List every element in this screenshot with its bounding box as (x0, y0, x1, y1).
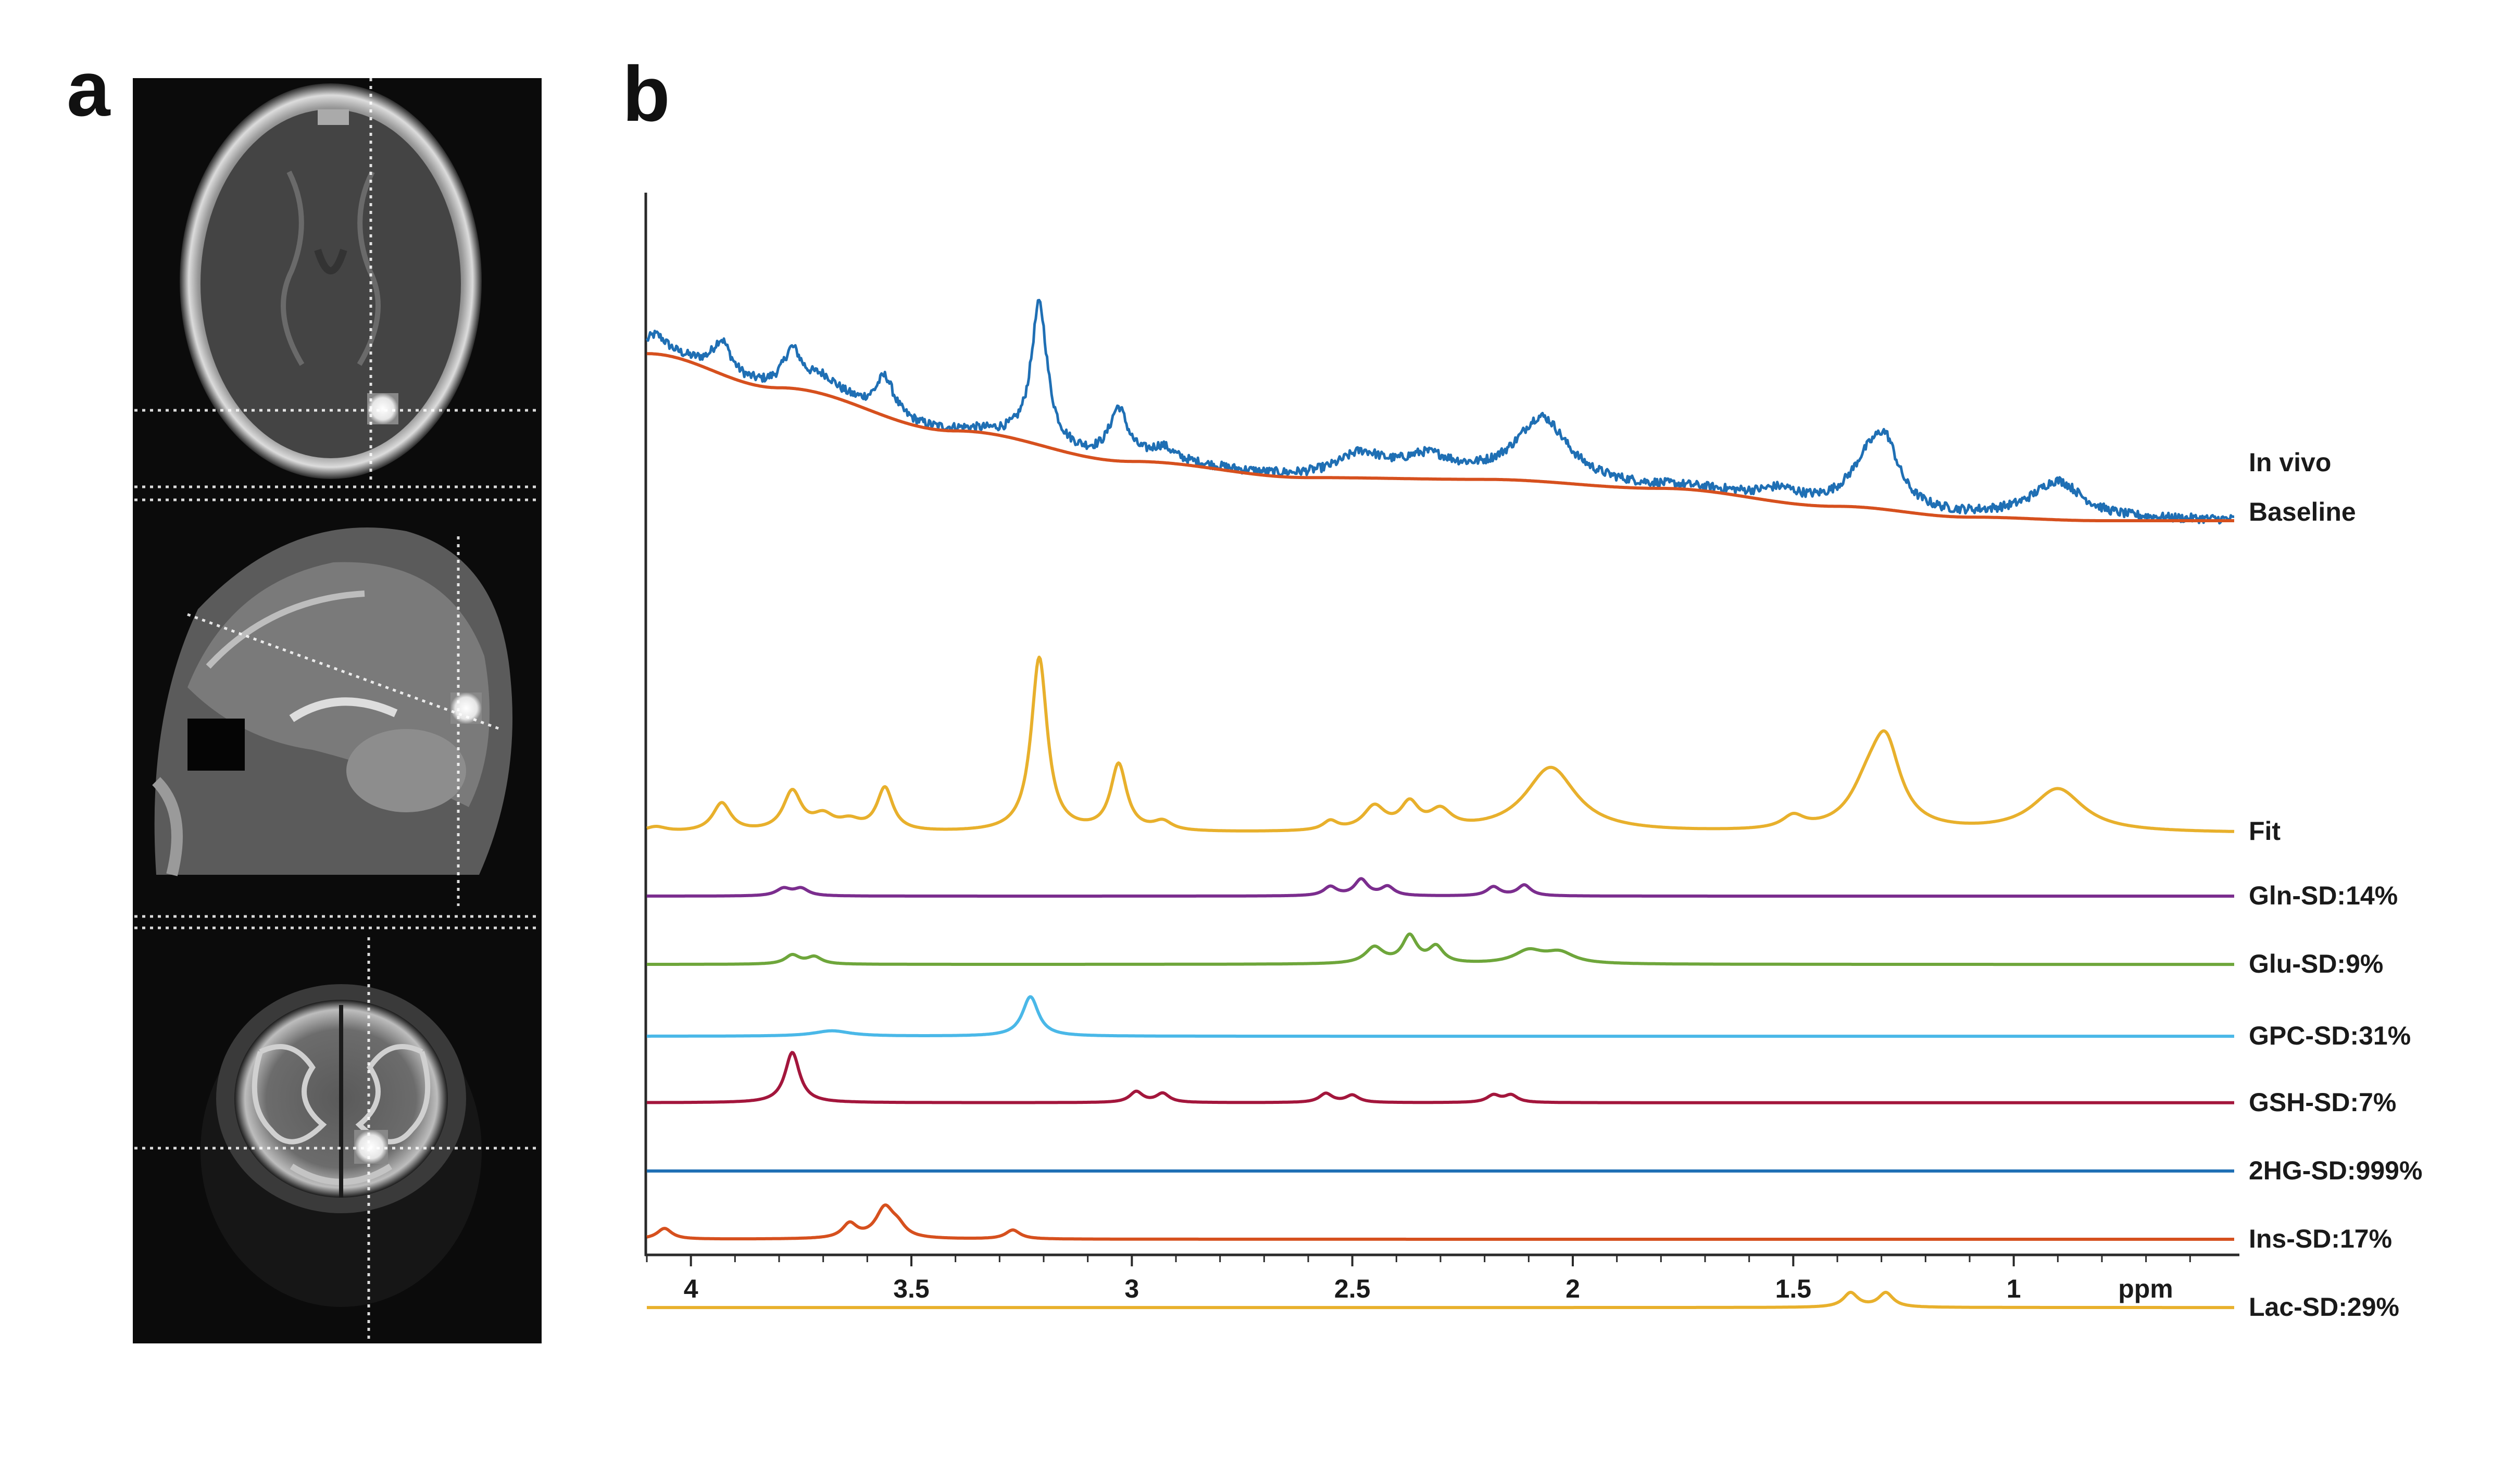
x-tick-label: 1.5 (1775, 1274, 1812, 1303)
series-labels: In vivo Baseline Fit Gln-SD:14% Glu-SD:9% GPC… (2249, 448, 2422, 1322)
x-tick-label: 1 (2007, 1274, 2021, 1303)
x-tick-label: 3.5 (893, 1274, 930, 1303)
panel-letter-a: a (67, 45, 111, 132)
series-line-in-vivo (645, 298, 2235, 525)
series-label: GPC-SD:31% (2249, 1021, 2411, 1050)
series-line-lac-sd-29- (646, 1290, 2235, 1310)
series-line-fit (646, 656, 2235, 833)
series-line-gln-sd-14- (646, 877, 2235, 898)
series-label: Fit (2249, 816, 2281, 846)
x-ticks: 4 3.5 3 2.5 2 1.5 1 (646, 1255, 2191, 1303)
series-line-gsh-sd-7- (646, 1051, 2235, 1104)
series-label: 2HG-SD:999% (2249, 1156, 2422, 1185)
spectrum-chart: 4 3.5 3 2.5 2 1.5 1 In vivo Baseline Fit Gln-SD:1… (644, 193, 2422, 1322)
series-line-ins-sd-17- (646, 1203, 2235, 1241)
x-tick-label: 2 (1565, 1274, 1580, 1303)
x-tick-label: 3 (1124, 1274, 1139, 1303)
mri-coronal-view (134, 937, 541, 1343)
series-label: In vivo (2249, 448, 2331, 477)
x-tick-label: 2.5 (1334, 1274, 1371, 1303)
x-tick-label: 4 (684, 1274, 698, 1303)
series-line-gpc-sd-31- (646, 995, 2235, 1038)
mri-axial-view (134, 78, 541, 501)
series-label: Lac-SD:29% (2249, 1292, 2399, 1322)
panel-letter-b: b (622, 50, 670, 137)
series-label: Glu-SD:9% (2249, 949, 2383, 978)
series-label: Gln-SD:14% (2249, 881, 2398, 910)
series-group (645, 298, 2235, 1310)
mri-panel (133, 78, 542, 1343)
series-label: Baseline (2249, 497, 2356, 526)
voxel-marker-sagittal (450, 693, 482, 724)
voxel-marker-axial (367, 393, 398, 424)
series-line-glu-sd-9- (646, 932, 2235, 966)
x-axis-label: ppm (2118, 1274, 2173, 1303)
series-label: GSH-SD:7% (2249, 1088, 2396, 1117)
series-label: Ins-SD:17% (2249, 1224, 2392, 1253)
mri-sagittal-view (134, 527, 541, 929)
series-line-baseline (646, 352, 2235, 522)
